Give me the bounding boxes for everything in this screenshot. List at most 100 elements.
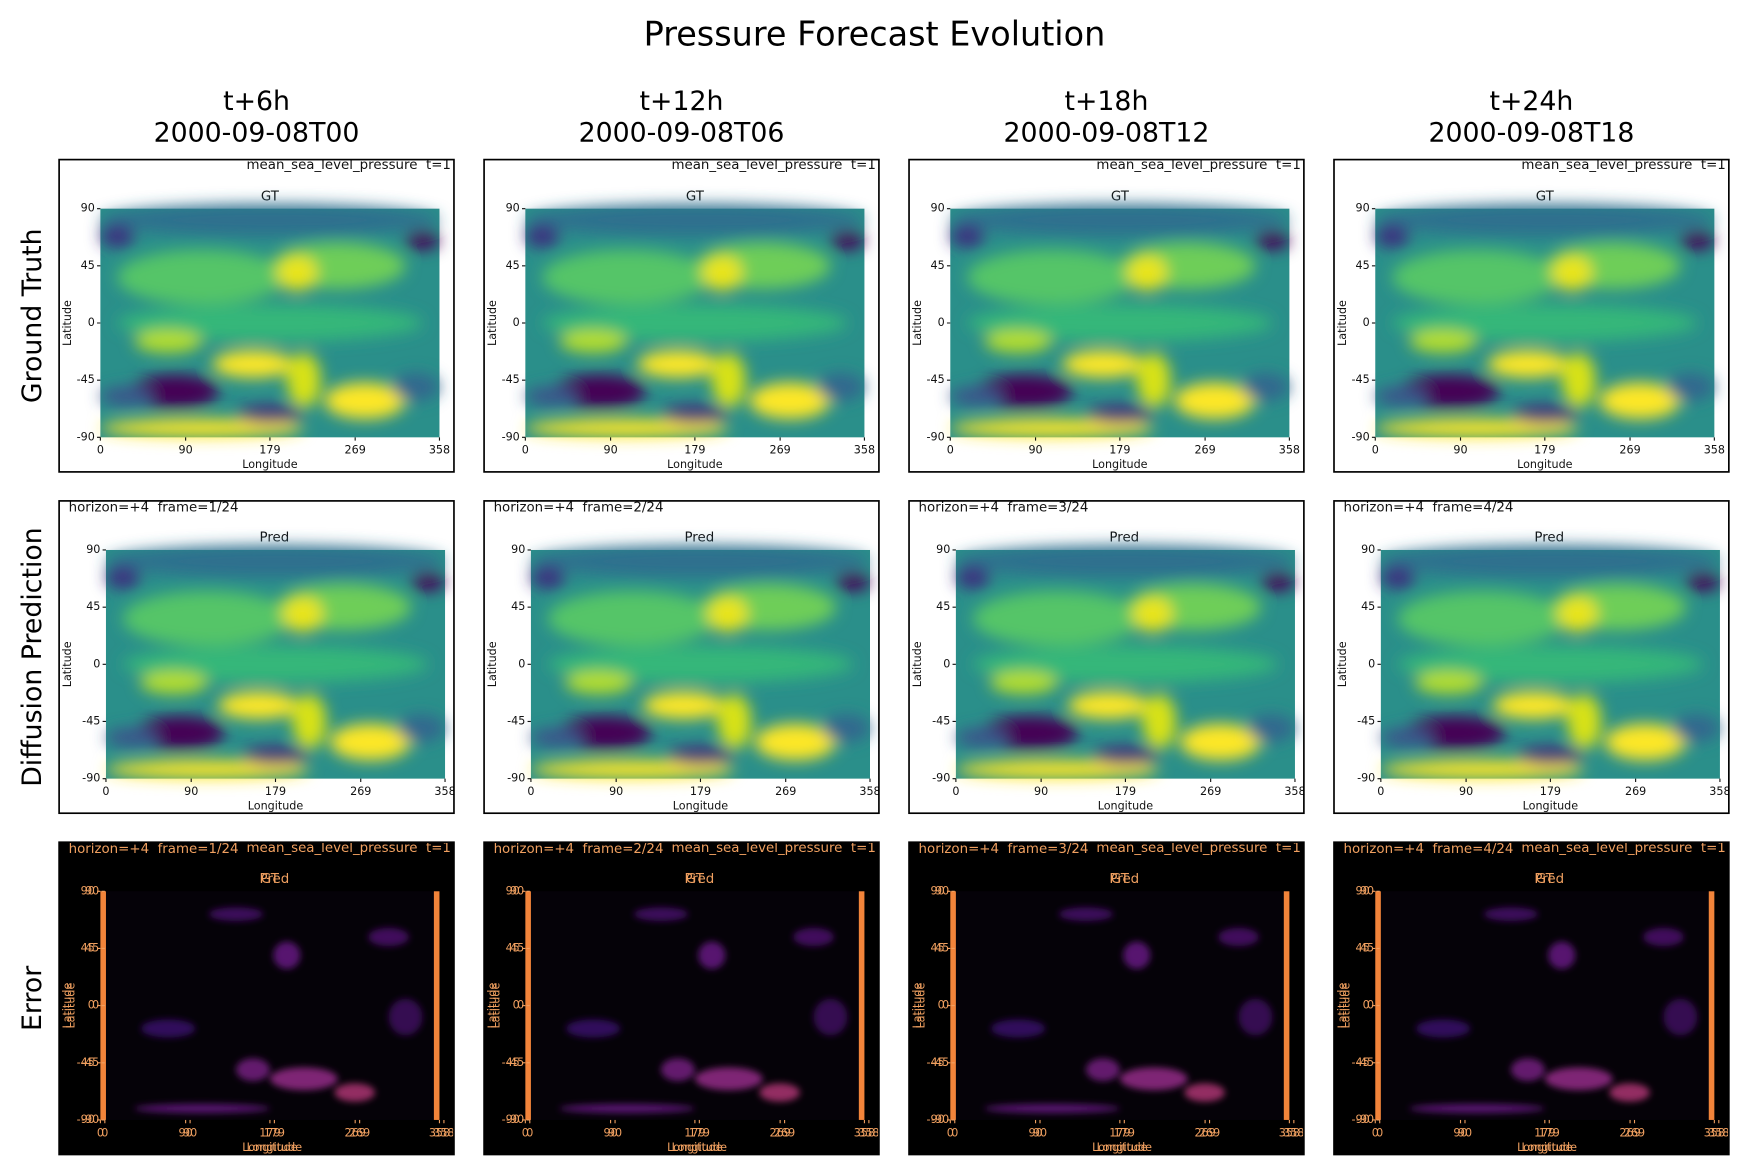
- panel-title: GT: [261, 872, 280, 887]
- field-blob: [1561, 352, 1596, 408]
- x-tick-label: 358: [1284, 785, 1305, 798]
- y-axis-label: Latitude: [486, 641, 499, 687]
- field-blob: [1255, 231, 1290, 250]
- y-tick-label: -45: [931, 1056, 949, 1069]
- field-blob: [100, 419, 304, 438]
- error-blob: [990, 1019, 1046, 1038]
- field-blob: [637, 350, 719, 378]
- error-blob: [368, 927, 409, 947]
- y-tick-label: -90: [77, 430, 95, 443]
- y-axis-label: Latitude: [64, 983, 77, 1029]
- panel-border: [908, 841, 1305, 1156]
- error-blob: [273, 941, 301, 970]
- y-axis-label: Latitude: [61, 641, 74, 687]
- y-tick-label: 45: [1360, 941, 1374, 954]
- field-blob: [1516, 746, 1585, 765]
- x-tick-label: 269: [345, 444, 366, 457]
- field-blob: [105, 545, 446, 578]
- y-tick-label: 0: [88, 999, 95, 1012]
- column-time: 2000-09-08T18: [1429, 117, 1635, 148]
- panel-title: Pred: [260, 531, 290, 546]
- x-tick-label: 0: [522, 1126, 529, 1139]
- x-tick-label: 0: [101, 1126, 108, 1139]
- field-blob: [972, 646, 1279, 683]
- x-axis-label: Longitude: [1097, 1141, 1153, 1154]
- field-blob: [542, 249, 712, 305]
- field-blob: [136, 715, 225, 751]
- x-tick-label: 358: [429, 1126, 450, 1139]
- field-blob: [1136, 352, 1171, 408]
- panel-header: 002 horizon=+4 frame=3/24: [885, 501, 1089, 516]
- x-tick-label: 269: [349, 1126, 370, 1139]
- field-blob: [984, 329, 1053, 353]
- x-tick-label: 358: [1704, 1126, 1725, 1139]
- field-blob: [525, 419, 729, 438]
- panel-header: mean_sea_level_pressure t=1: [1096, 841, 1300, 856]
- y-tick-label: 0: [942, 999, 949, 1012]
- panel-header: 001 horizon=+4 frame=2/24: [460, 501, 664, 516]
- y-axis-label: Latitude: [1336, 641, 1349, 687]
- y-tick-label: 0: [92, 999, 99, 1012]
- x-tick-label: 269: [769, 1126, 790, 1139]
- x-tick-label: 90: [1459, 785, 1473, 798]
- y-tick-label: 90: [81, 202, 95, 215]
- field-blob: [282, 595, 323, 633]
- x-tick-label: 269: [774, 1126, 795, 1139]
- x-tick-label: 269: [1619, 1126, 1640, 1139]
- x-tick-label: 90: [1034, 785, 1048, 798]
- field-blob: [660, 405, 729, 424]
- x-tick-label: 90: [1028, 1126, 1042, 1139]
- y-tick-label: -90: [1357, 772, 1375, 785]
- y-axis-label: Latitude: [489, 983, 502, 1029]
- error-blob: [984, 1103, 1120, 1114]
- error-blob: [793, 927, 834, 947]
- y-axis-label: Latitude: [1339, 983, 1352, 1029]
- field-blob: [105, 565, 140, 589]
- x-tick-label: 90: [179, 444, 193, 457]
- x-tick-label: 269: [1624, 1126, 1645, 1139]
- x-tick-label: 358: [1279, 1126, 1300, 1139]
- x-tick-label: 0: [522, 444, 529, 457]
- y-axis-label: Latitude: [914, 983, 927, 1029]
- field-blob: [1686, 572, 1720, 592]
- y-axis-label: Latitude: [911, 641, 924, 687]
- panel: 003 horizon=+4 frame=4/24 Pred 90 45 0 -45 -90…: [1334, 501, 1730, 813]
- error-blob: [559, 1103, 695, 1114]
- x-tick-label: 179: [259, 1126, 280, 1139]
- field-blob: [1375, 204, 1715, 237]
- y-tick-label: -45: [81, 1056, 99, 1069]
- y-tick-label: 0: [517, 999, 524, 1012]
- y-tick-label: 0: [88, 316, 95, 329]
- y-tick-label: 45: [931, 259, 945, 272]
- y-axis-label: Latitude: [61, 983, 74, 1029]
- y-tick-label: -45: [927, 373, 945, 386]
- x-tick-label: 0: [1372, 1126, 1379, 1139]
- panel-header: mean_sea_level_pressure t=1: [1521, 841, 1725, 856]
- field-blob: [967, 249, 1137, 305]
- field-blob: [1397, 591, 1568, 647]
- panel: 001 horizon=+4 frame=2/24 Pred 90 45 0 -45 -90…: [460, 501, 879, 813]
- y-tick-label: -45: [506, 1056, 524, 1069]
- panel-title: Pred: [1534, 531, 1564, 546]
- y-tick-label: -45: [1351, 373, 1369, 386]
- error-blob: [698, 941, 726, 970]
- panel-border: [1333, 500, 1730, 815]
- field-blob: [1392, 304, 1698, 342]
- y-tick-label: 45: [1356, 259, 1370, 272]
- y-tick-label: 90: [931, 202, 945, 215]
- x-tick-label: 179: [684, 1126, 705, 1139]
- x-tick-label: 0: [526, 1126, 533, 1139]
- x-axis-label: Longitude: [667, 458, 723, 471]
- x-tick-label: 179: [265, 785, 286, 798]
- error-blob: [813, 998, 848, 1036]
- error-blobs: [984, 907, 1273, 1114]
- field-blob: [276, 254, 318, 291]
- field-blob: [1247, 714, 1295, 743]
- x-tick-label: 358: [1709, 785, 1730, 798]
- field-blob: [1487, 350, 1569, 378]
- x-tick-label: 358: [854, 1126, 875, 1139]
- x-axis-label: Longitude: [248, 800, 304, 813]
- field-blob: [217, 691, 300, 720]
- panel-title: GT: [1536, 189, 1555, 204]
